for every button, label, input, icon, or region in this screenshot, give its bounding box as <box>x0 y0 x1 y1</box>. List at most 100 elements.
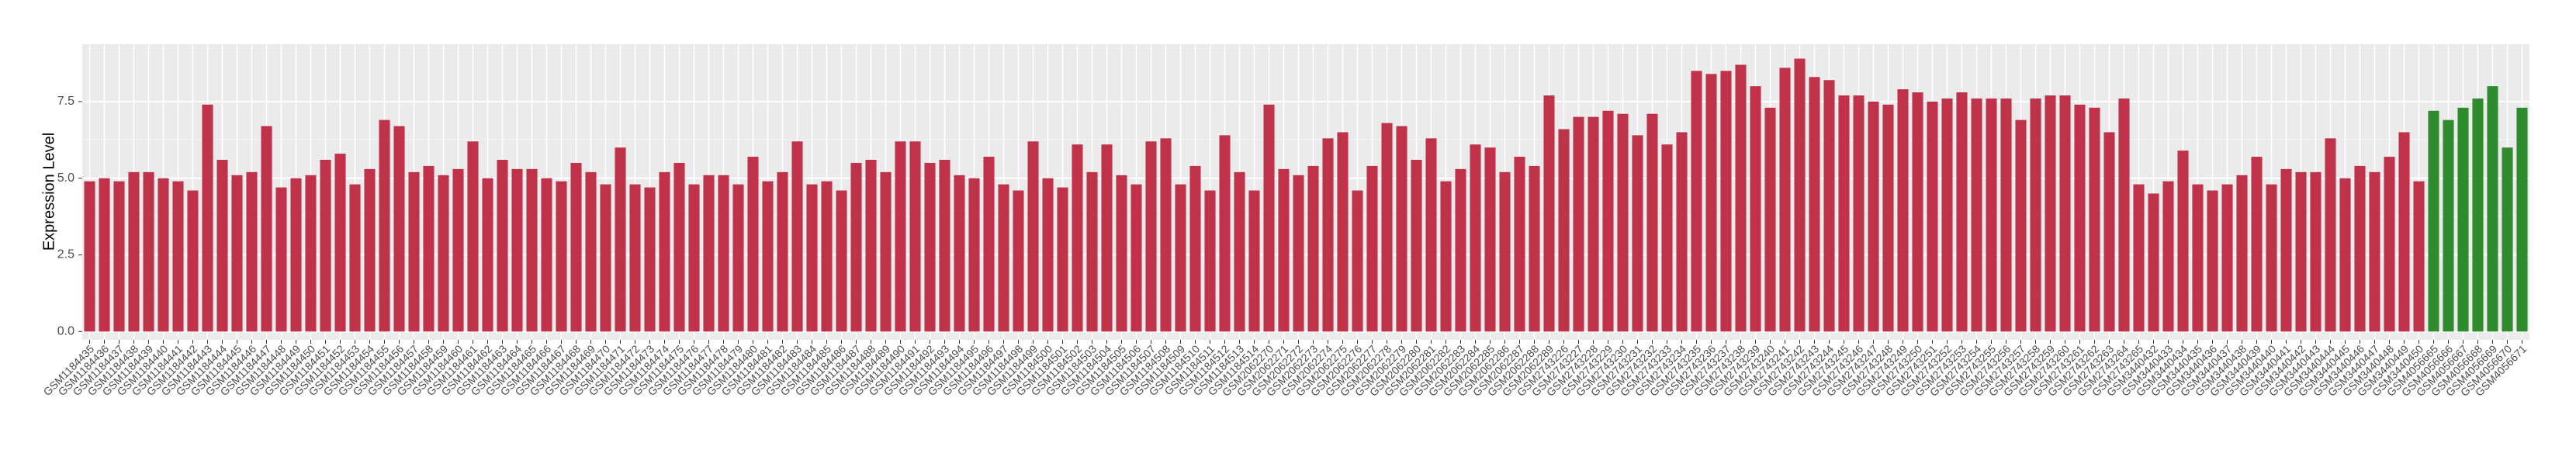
bar <box>1735 64 1747 332</box>
bar <box>806 184 818 332</box>
bar <box>1764 107 1776 332</box>
bar <box>1145 141 1157 332</box>
bar <box>1130 184 1142 332</box>
bar <box>939 160 950 332</box>
bar <box>1646 113 1658 332</box>
bar <box>1941 98 1953 332</box>
bar <box>1927 101 1938 332</box>
bar <box>2133 184 2145 332</box>
bar <box>2015 119 2027 332</box>
bar <box>408 171 420 332</box>
bar <box>673 162 685 332</box>
bar <box>732 184 744 332</box>
bar <box>762 181 774 332</box>
bar <box>128 171 140 332</box>
bar <box>1823 80 1835 332</box>
bar <box>1750 86 1761 332</box>
bar <box>143 171 154 332</box>
y-tick-label: 2.5 <box>57 248 74 261</box>
bar <box>909 141 921 332</box>
bar <box>261 126 272 332</box>
bar <box>1116 175 1127 332</box>
bar <box>629 184 641 332</box>
bar <box>275 187 287 332</box>
bar <box>1809 77 1820 332</box>
bar <box>850 162 862 332</box>
bar <box>526 168 538 332</box>
bar <box>1425 138 1437 332</box>
bar <box>290 178 302 332</box>
bar <box>2148 193 2159 332</box>
bar <box>644 187 656 332</box>
bar <box>968 178 980 332</box>
bar <box>1101 144 1113 332</box>
bar <box>2177 151 2189 332</box>
bar <box>2030 98 2041 332</box>
bar <box>1882 104 1894 332</box>
bar <box>1971 98 1982 332</box>
bar <box>2384 157 2395 332</box>
bar <box>1278 168 1290 332</box>
bar <box>983 157 995 332</box>
bar <box>497 160 508 332</box>
bar <box>1897 89 1909 332</box>
bar <box>1248 190 1260 332</box>
bar <box>2295 171 2307 332</box>
bar <box>1396 126 1407 332</box>
bar <box>1632 135 1643 332</box>
y-axis-label: Expression Level <box>40 133 57 251</box>
bar <box>1042 178 1054 332</box>
bar <box>2354 165 2366 332</box>
bar <box>1337 132 1349 332</box>
y-tick-label: 5.0 <box>57 171 74 185</box>
bar <box>1543 95 1555 332</box>
bar <box>615 147 626 332</box>
bar <box>791 141 803 332</box>
bar <box>747 157 759 332</box>
bar <box>1558 129 1570 332</box>
bar <box>688 184 700 332</box>
bar <box>1013 190 1024 332</box>
bar <box>2059 95 2071 332</box>
bar <box>113 181 125 332</box>
bar <box>1381 123 1393 332</box>
bar <box>2103 132 2115 332</box>
bar <box>2472 98 2484 332</box>
bar <box>482 178 493 332</box>
bar <box>467 141 479 332</box>
bar <box>1838 95 1850 332</box>
bar <box>393 126 405 332</box>
bar <box>2074 104 2086 332</box>
bar <box>1484 147 1496 332</box>
bar <box>2369 171 2380 332</box>
bar <box>2089 107 2100 332</box>
bar <box>172 181 184 332</box>
bar <box>1602 110 1614 332</box>
bar <box>570 162 582 332</box>
bar <box>1086 171 1098 332</box>
bar <box>1956 92 1968 332</box>
bar <box>320 160 331 332</box>
bar <box>1440 181 1452 332</box>
bar <box>600 184 611 332</box>
bar <box>231 175 243 332</box>
bar <box>2339 178 2351 332</box>
bar <box>423 165 435 332</box>
bar <box>1573 116 1584 332</box>
bar <box>718 175 729 332</box>
bar <box>1661 144 1673 332</box>
bar <box>438 175 449 332</box>
bar <box>1219 135 1231 332</box>
bar <box>1912 92 1923 332</box>
bar <box>364 168 376 332</box>
bar <box>924 162 936 332</box>
bar <box>1263 104 1275 332</box>
bar <box>2266 184 2277 332</box>
bar <box>585 171 597 332</box>
bar <box>1352 190 1363 332</box>
bar <box>2221 184 2233 332</box>
bar <box>2251 157 2263 332</box>
bar <box>1499 171 1511 332</box>
bar <box>1853 95 1864 332</box>
